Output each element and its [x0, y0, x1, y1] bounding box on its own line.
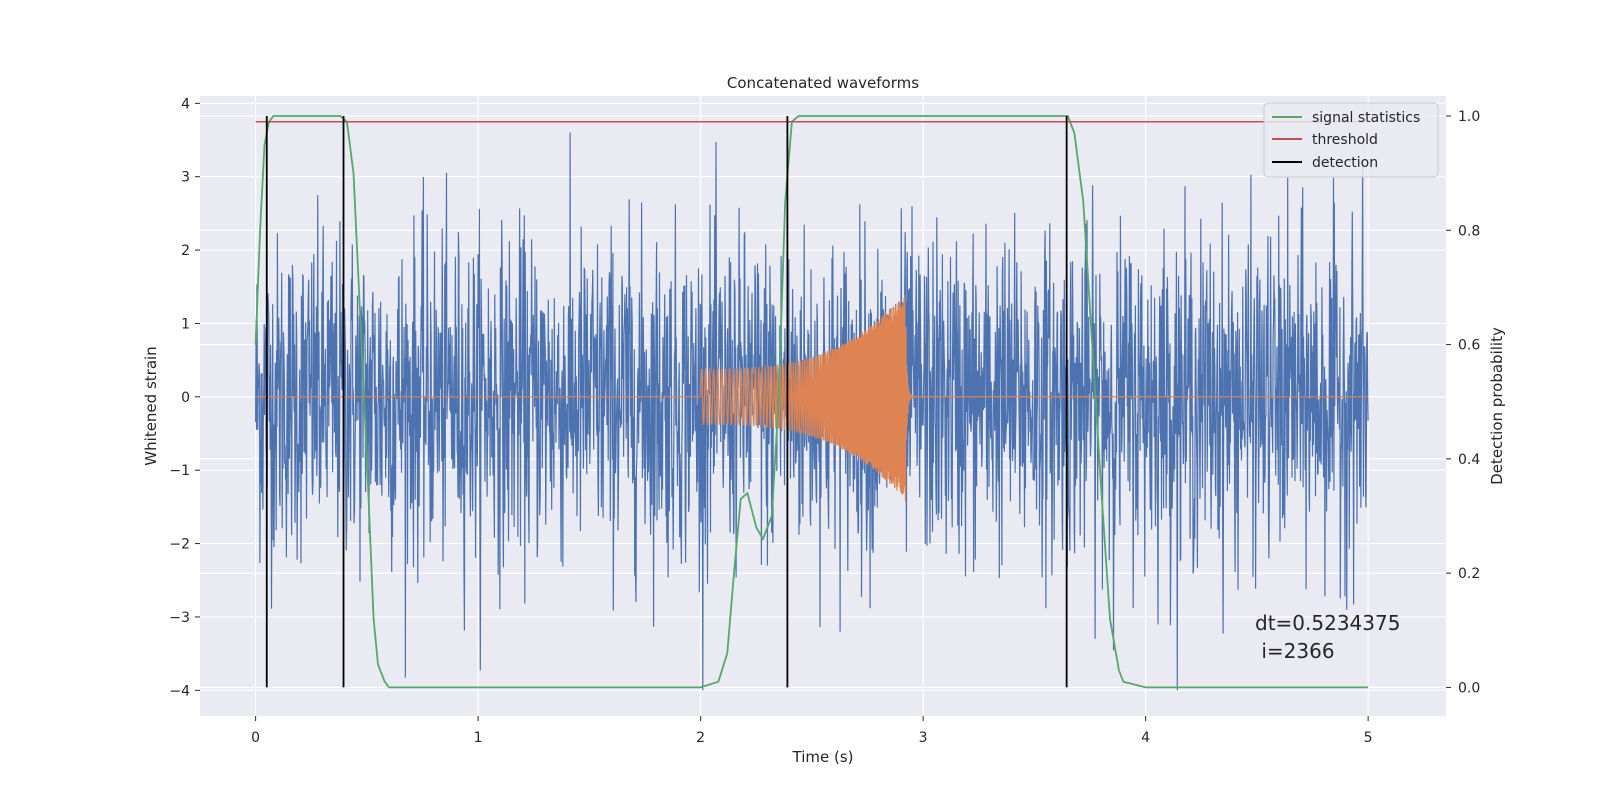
annotation-line-i: i=2366	[1255, 639, 1335, 663]
right-tick-label-0: 0.0	[1458, 680, 1480, 696]
y-tick-label-7: 3	[181, 170, 190, 186]
y-tick-label-5: 1	[181, 316, 190, 332]
legend-label-signal-statistics: signal statistics	[1312, 110, 1420, 126]
legend-label-threshold: threshold	[1312, 132, 1378, 148]
x-tick-label-0: 0	[251, 730, 260, 746]
y-tick-label-6: 2	[181, 243, 190, 259]
signal-statistics-line	[254, 115, 1369, 689]
y-tick-label-8: 4	[181, 96, 190, 112]
annotation: dt=0.5234375 i=2366	[1255, 611, 1400, 663]
x-axis-ticks: 0 1 2 3 4 5	[251, 716, 1373, 746]
legend-label-detection: detection	[1312, 155, 1378, 171]
right-axis-label: Detection probability	[1488, 327, 1506, 485]
y-axis-ticks: −4 −3 −2 −1 0 1 2 3 4	[169, 96, 200, 699]
legend: signal statistics threshold detection	[1263, 102, 1439, 178]
x-tick-label-4: 4	[1141, 730, 1150, 746]
x-tick-label-5: 5	[1364, 730, 1373, 746]
right-tick-label-3: 0.6	[1458, 338, 1480, 354]
detection-lines	[265, 116, 1068, 688]
injection-series	[255, 295, 1369, 502]
chart-title: Concatenated waveforms	[727, 74, 919, 92]
right-tick-label-1: 0.2	[1458, 566, 1480, 582]
right-axis-ticks: 0.0 0.2 0.4 0.6 0.8 1.0	[1446, 109, 1480, 696]
right-tick-label-2: 0.4	[1458, 452, 1480, 468]
x-tick-label-1: 1	[474, 730, 483, 746]
x-axis-label: Time (s)	[792, 748, 854, 766]
injection-line	[255, 295, 1369, 502]
y-tick-label-1: −3	[169, 610, 190, 626]
y-tick-label-2: −2	[169, 537, 190, 553]
signal-statistics-series	[254, 115, 1369, 689]
legend-box	[1263, 102, 1439, 178]
annotation-line-dt: dt=0.5234375	[1255, 611, 1400, 635]
right-tick-label-4: 0.8	[1458, 223, 1480, 239]
x-tick-label-3: 3	[919, 730, 928, 746]
y-tick-label-4: 0	[181, 390, 190, 406]
y-tick-label-0: −4	[169, 683, 190, 699]
y-axis-label: Whitened strain	[142, 346, 160, 465]
right-tick-label-5: 1.0	[1458, 109, 1480, 125]
y-tick-label-3: −1	[169, 463, 190, 479]
x-tick-label-2: 2	[696, 730, 705, 746]
